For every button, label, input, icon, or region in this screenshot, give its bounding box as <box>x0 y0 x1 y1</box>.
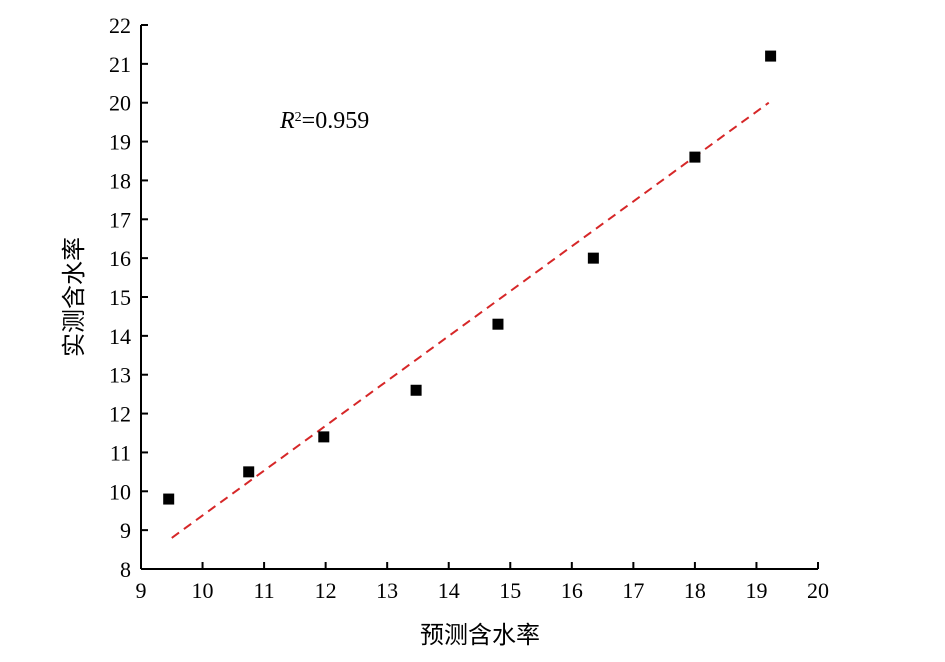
x-tick-label: 14 <box>438 578 460 603</box>
data-point <box>587 252 599 264</box>
y-axis-title: 实测含水率 <box>60 237 88 357</box>
x-tick-label: 9 <box>136 578 147 603</box>
x-tick-label: 13 <box>376 578 398 603</box>
data-point <box>765 50 777 62</box>
data-point <box>243 466 255 478</box>
data-point <box>689 151 701 163</box>
x-tick-label: 19 <box>745 578 767 603</box>
x-tick-label: 10 <box>192 578 214 603</box>
y-tick-label: 9 <box>120 518 131 543</box>
axes: 9 10 11 12 13 14 15 16 17 18 19 20 8910111213141516… <box>109 13 829 603</box>
r-superscript: 2 <box>295 110 302 125</box>
x-axis-title: 预测含水率 <box>420 621 540 649</box>
y-tick-label: 18 <box>109 168 131 193</box>
fit-line-group <box>171 101 770 539</box>
y-tick-label: 14 <box>109 324 131 349</box>
r-squared-value: =0.959 <box>302 108 370 134</box>
x-tick-label: 12 <box>315 578 337 603</box>
r-symbol: R <box>279 108 295 134</box>
r-squared-annotation: R2=0.959 <box>279 108 369 134</box>
y-tick-label: 22 <box>109 13 131 38</box>
x-tick-label: 20 <box>807 578 829 603</box>
x-tick-label: 11 <box>253 578 274 603</box>
x-ticks: 9 10 11 12 13 14 15 16 17 18 19 20 <box>136 562 829 603</box>
y-tick-label: 12 <box>109 402 131 427</box>
y-tick-label: 13 <box>109 363 131 388</box>
y-tick-label: 11 <box>110 440 131 465</box>
y-tick-label: 17 <box>109 207 131 232</box>
data-points <box>163 50 777 505</box>
fit-line <box>171 101 770 539</box>
y-tick-label: 21 <box>109 52 131 77</box>
data-point <box>492 318 504 330</box>
data-point <box>410 384 422 396</box>
y-ticks: 8 9 10 11 12 13 14 15 16 17 18 19 20 21 22 <box>109 13 148 582</box>
y-tick-label: 20 <box>109 91 131 116</box>
y-tick-label: 8 <box>120 557 131 582</box>
y-tick-label: 16 <box>109 246 131 271</box>
x-tick-label: 17 <box>622 578 644 603</box>
x-tick-label: 18 <box>684 578 706 603</box>
y-tick-label: 10 <box>109 479 131 504</box>
data-point <box>318 431 330 443</box>
x-tick-label: 15 <box>499 578 521 603</box>
data-point <box>163 493 175 505</box>
y-tick-label: 15 <box>109 285 131 310</box>
y-tick-label: 19 <box>109 130 131 155</box>
x-tick-label: 16 <box>561 578 583 603</box>
